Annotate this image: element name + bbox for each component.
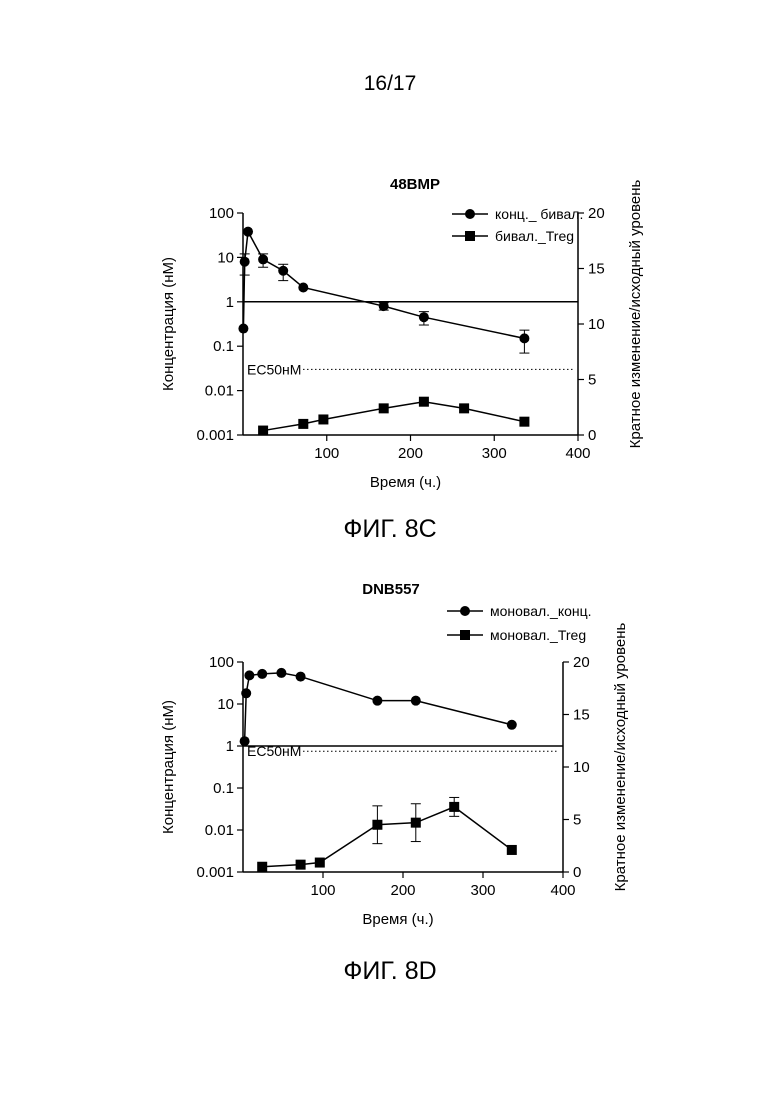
data-point-circle [278, 266, 288, 276]
legend-marker-circle [465, 209, 475, 219]
legend-label: моновал._конц. [490, 603, 592, 619]
data-point-square [411, 818, 421, 828]
data-point-circle [519, 333, 529, 343]
y-right-tick-label: 15 [588, 261, 605, 278]
y-left-axis-label: Концентрация (нМ) [160, 257, 177, 391]
y-right-tick-label: 0 [573, 864, 581, 881]
data-point-circle [241, 688, 251, 698]
x-tick-label: 400 [550, 882, 575, 899]
legend-label: конц._ бивал. [495, 206, 583, 222]
y-left-tick-label: 1 [226, 738, 234, 755]
y-left-tick-label: 100 [209, 205, 234, 222]
data-point-square [318, 414, 328, 424]
x-axis-label: Время (ч.) [362, 911, 433, 928]
y-left-tick-label: 0.001 [196, 427, 234, 444]
data-point-circle [296, 672, 306, 682]
data-point-circle [244, 670, 254, 680]
y-left-tick-label: 1 [226, 294, 234, 311]
data-point-square [459, 403, 469, 413]
data-point-circle [243, 227, 253, 237]
y-left-tick-label: 10 [217, 249, 234, 266]
x-tick-label: 100 [310, 882, 335, 899]
y-right-tick-label: 10 [573, 759, 590, 776]
data-point-circle [257, 669, 267, 679]
chart-title: 48BMP [390, 176, 440, 193]
legend-label: моновал._Treg [490, 627, 586, 643]
y-left-tick-label: 0.01 [205, 822, 234, 839]
data-point-square [519, 417, 529, 427]
legend-marker-circle [460, 606, 470, 616]
chart-48bmp: 48BMP EC50нМ 100 10 1 0.1 0.01 0.001 20 15 10 5 0 100… [0, 165, 780, 465]
data-point-square [296, 860, 306, 870]
data-point-circle [507, 720, 517, 730]
y-left-tick-label: 0.1 [213, 780, 234, 797]
chart-title: DNB557 [362, 581, 420, 598]
data-point-circle [411, 696, 421, 706]
data-point-square [379, 403, 389, 413]
data-point-circle [276, 668, 286, 678]
data-point-square [298, 419, 308, 429]
x-tick-label: 300 [482, 445, 507, 462]
legend-label: бивал._Treg [495, 228, 574, 244]
y-right-axis-label: Кратное изменение/исходный уровень [612, 622, 629, 891]
y-left-axis-label: Концентрация (нМ) [160, 700, 177, 834]
data-point-circle [372, 696, 382, 706]
figure-caption-8c: ФИГ. 8C [0, 515, 780, 544]
data-point-square [449, 802, 459, 812]
y-left-tick-label: 10 [217, 696, 234, 713]
data-point-circle [419, 312, 429, 322]
data-point-circle [238, 324, 248, 334]
data-point-circle [240, 257, 250, 267]
data-point-square [258, 426, 268, 436]
page-number: 16/17 [0, 72, 780, 96]
x-axis-label: Время (ч.) [370, 474, 441, 491]
data-point-square [315, 858, 325, 868]
y-right-tick-label: 5 [588, 372, 596, 389]
y-right-tick-label: 20 [588, 205, 605, 222]
series-line [262, 807, 512, 867]
data-point-circle [258, 254, 268, 264]
data-point-square [372, 820, 382, 830]
data-point-square [507, 845, 517, 855]
data-point-square [257, 862, 267, 872]
y-right-tick-label: 15 [573, 707, 590, 724]
y-left-tick-label: 0.001 [196, 864, 234, 881]
ec50-label: EC50нМ [247, 361, 301, 377]
y-right-tick-label: 0 [588, 427, 596, 444]
y-left-tick-label: 0.1 [213, 338, 234, 355]
data-point-circle [379, 301, 389, 311]
y-right-axis-label: Кратное изменение/исходный уровень [627, 179, 644, 448]
y-right-tick-label: 10 [588, 316, 605, 333]
ec50-label: EC50нМ [247, 743, 301, 759]
series-line [245, 673, 512, 741]
x-tick-label: 200 [398, 445, 423, 462]
x-tick-label: 400 [565, 445, 590, 462]
legend-marker-square [465, 231, 475, 241]
y-left-tick-label: 100 [209, 654, 234, 671]
figure-caption-8d: ФИГ. 8D [0, 957, 780, 986]
data-point-circle [298, 282, 308, 292]
chart-dnb557: DNB557EC50нМ1001010.10.010.0012015105010… [0, 570, 780, 890]
y-right-tick-label: 20 [573, 654, 590, 671]
y-right-tick-label: 5 [573, 812, 581, 829]
series-line [243, 232, 524, 339]
y-left-tick-label: 0.01 [205, 383, 234, 400]
x-tick-label: 300 [470, 882, 495, 899]
legend-marker-square [460, 630, 470, 640]
x-tick-label: 200 [390, 882, 415, 899]
data-point-circle [240, 736, 250, 746]
data-point-square [419, 397, 429, 407]
x-tick-label: 100 [314, 445, 339, 462]
